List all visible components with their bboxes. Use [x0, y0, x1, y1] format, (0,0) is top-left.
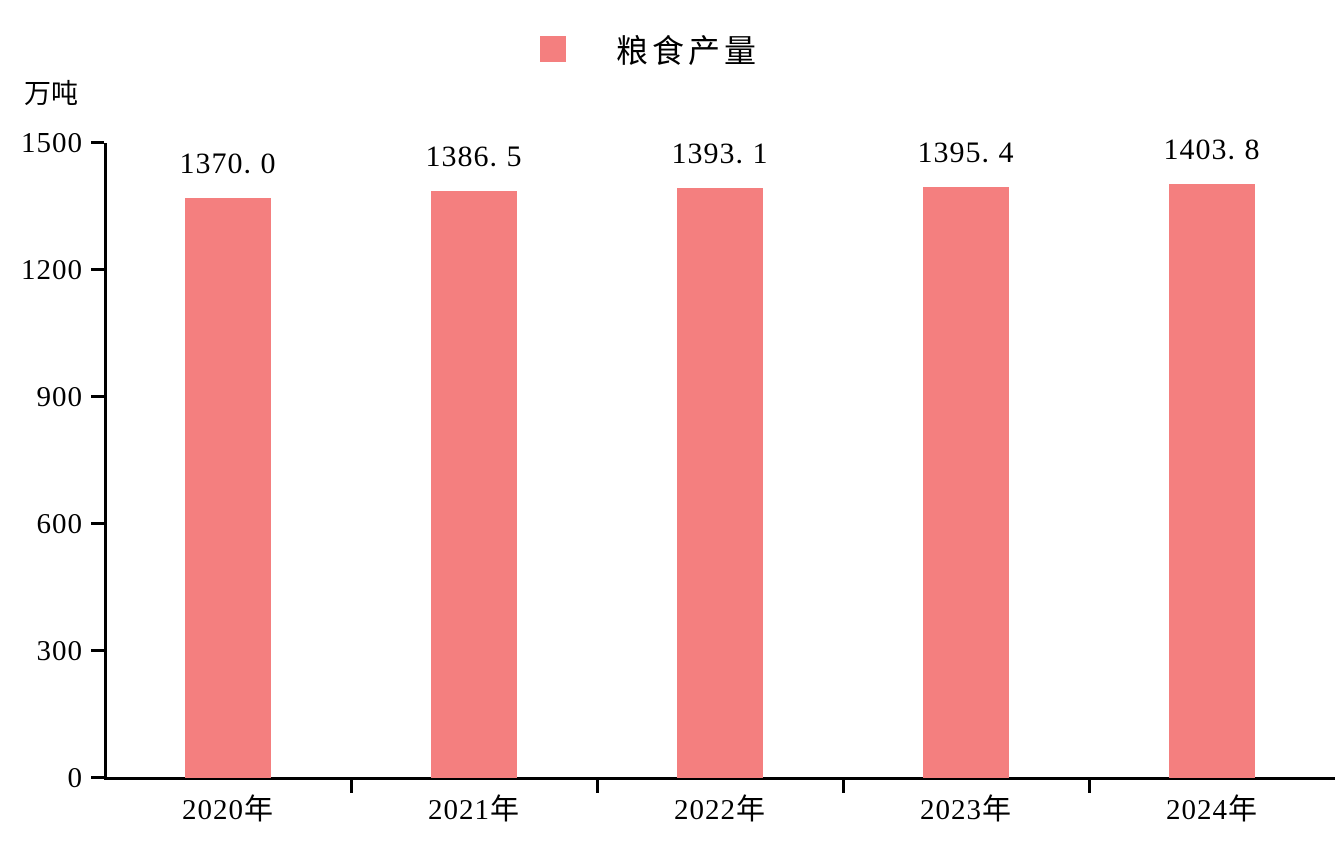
y-axis-tick-label: 600: [36, 508, 83, 540]
bar-2024年: [1169, 183, 1255, 778]
x-axis-tick-label: 2023年: [919, 794, 1012, 826]
y-axis-tick-label: 0: [67, 762, 83, 794]
x-axis-tick: [1088, 780, 1091, 793]
x-axis-tick-label: 2024年: [1165, 794, 1258, 826]
y-axis-tick-label: 1200: [21, 254, 83, 286]
y-axis-tick: [91, 141, 104, 144]
y-axis-tick: [91, 268, 104, 271]
y-axis-tick-label: 300: [36, 635, 83, 667]
y-axis-tick: [91, 776, 104, 779]
x-axis-tick: [596, 780, 599, 793]
bar-2021年: [431, 191, 517, 778]
x-axis-tick-label: 2020年: [181, 794, 274, 826]
bar-value-label: 1370. 0: [179, 147, 277, 181]
bar-value-label: 1386. 5: [425, 140, 523, 174]
x-axis-tick-label: 2022年: [673, 794, 766, 826]
x-axis-line: [104, 777, 1335, 780]
x-axis-tick-label: 2021年: [427, 794, 520, 826]
x-axis-tick: [350, 780, 353, 793]
bar-value-label: 1403. 8: [1163, 132, 1261, 166]
y-axis-line: [104, 143, 107, 780]
y-axis-tick: [91, 522, 104, 525]
y-axis-tick: [91, 395, 104, 398]
y-axis-tick: [91, 649, 104, 652]
y-axis-tick-label: 900: [36, 381, 83, 413]
chart-legend: 粮食产量: [540, 26, 760, 72]
legend-color-swatch: [540, 36, 566, 62]
bar-2023年: [923, 187, 1009, 778]
y-axis-unit-label: 万吨: [24, 79, 78, 109]
x-axis-tick: [842, 780, 845, 793]
bar-2020年: [185, 198, 271, 778]
y-axis-tick-label: 1500: [21, 127, 83, 159]
bar-2022年: [677, 188, 763, 778]
legend-label: 粮食产量: [616, 33, 761, 69]
bar-value-label: 1393. 1: [671, 137, 769, 171]
bar-value-label: 1395. 4: [917, 136, 1015, 170]
